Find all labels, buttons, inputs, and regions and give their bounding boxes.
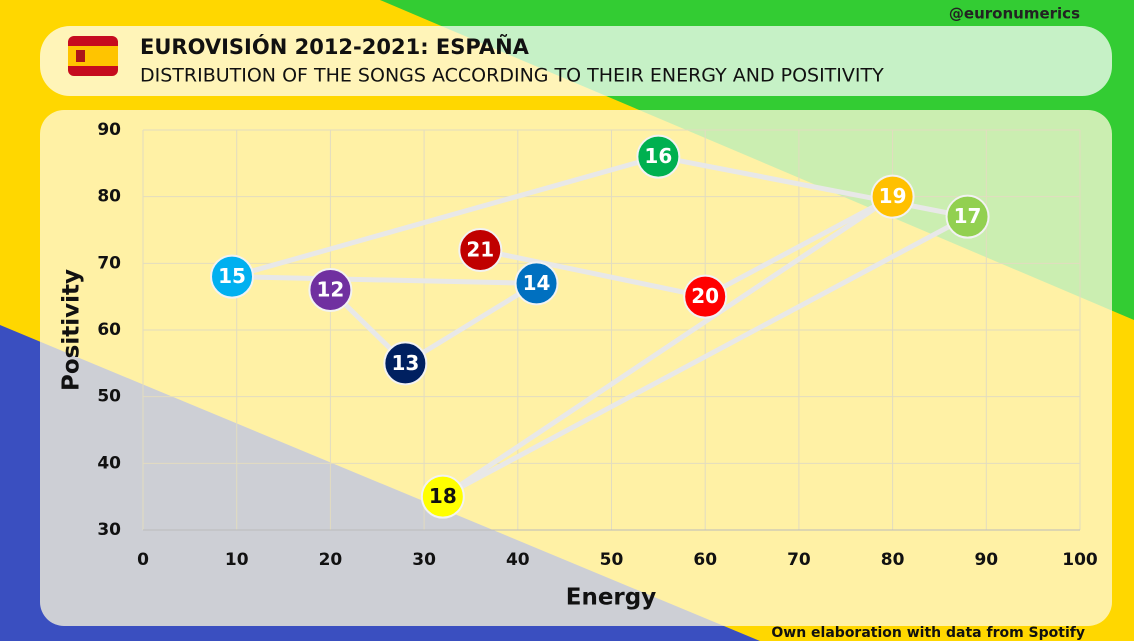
point — [210, 254, 255, 299]
point — [636, 134, 681, 179]
x-tick-label: 20 — [319, 550, 343, 570]
connecting-line — [229, 154, 971, 500]
point — [945, 194, 990, 239]
y-tick-label: 30 — [97, 520, 121, 540]
x-tick-label: 60 — [693, 550, 717, 570]
point-label: 14 — [523, 271, 551, 295]
point — [420, 474, 465, 519]
y-tick-label: 60 — [97, 320, 121, 340]
source-note: Own elaboration with data from Spotify — [771, 625, 1085, 641]
y-tick-label: 40 — [97, 453, 121, 473]
y-tick-label: 70 — [97, 253, 121, 273]
point-label: 13 — [391, 351, 419, 375]
point — [383, 341, 428, 386]
x-tick-label: 40 — [506, 550, 530, 570]
flag — [68, 36, 118, 76]
point — [458, 228, 503, 272]
point-label: 15 — [218, 264, 246, 288]
x-tick-label: 70 — [787, 550, 811, 570]
plot-panel — [40, 110, 1112, 626]
point-label: 12 — [316, 278, 344, 302]
point — [308, 268, 353, 312]
y-tick-label: 90 — [97, 120, 121, 140]
point — [514, 261, 559, 306]
point-label: 21 — [466, 238, 494, 262]
y-tick-label: 50 — [97, 387, 121, 407]
point-label: 18 — [429, 484, 457, 508]
x-tick-label: 0 — [137, 550, 149, 570]
point-label: 19 — [879, 184, 907, 208]
x-tick-label: 50 — [600, 550, 624, 570]
y-axis-label: Positivity — [59, 269, 85, 391]
x-tick-label: 100 — [1062, 550, 1098, 570]
x-tick-label: 10 — [225, 550, 249, 570]
point — [870, 174, 915, 219]
x-axis-label: Energy — [566, 585, 656, 611]
x-tick-label: 80 — [881, 550, 905, 570]
chart-title: EUROVISIÓN 2012-2021: ESPAÑA — [140, 34, 530, 59]
title-panel — [40, 26, 1112, 96]
handle: @euronumerics — [949, 5, 1080, 23]
x-tick-label: 90 — [974, 550, 998, 570]
point — [683, 274, 728, 319]
point-label: 17 — [954, 204, 982, 228]
y-tick-label: 80 — [97, 187, 121, 207]
point-label: 16 — [644, 144, 672, 168]
x-tick-label: 30 — [412, 550, 436, 570]
point-label: 20 — [691, 284, 719, 308]
chart-subtitle: DISTRIBUTION OF THE SONGS ACCORDING TO T… — [140, 65, 884, 87]
